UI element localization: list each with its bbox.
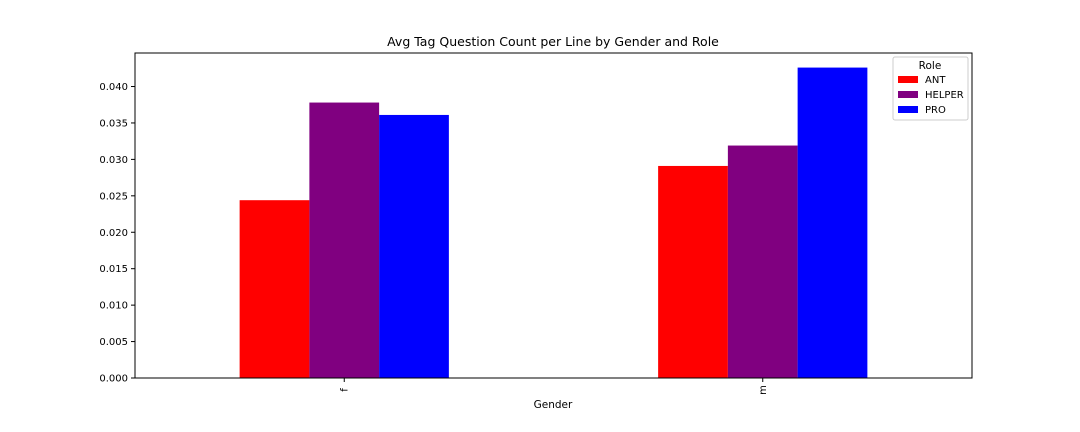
y-tick-label: 0.040 [99,82,128,93]
y-axis: 0.000 0.005 0.010 0.015 0.020 0.025 0.030 0.035… [99,82,135,385]
legend-label-ant: ANT [925,75,946,86]
y-tick-label: 0.030 [99,155,128,166]
x-tick-label-f: f [339,388,350,392]
legend-swatch-pro [898,106,918,113]
legend-swatch-ant [898,76,918,83]
y-tick-label: 0.025 [99,191,128,202]
bar-pro-f [379,114,449,379]
x-tick-label-m: m [758,385,769,395]
bar-ant-f [239,200,310,378]
bar-helper-f [309,102,380,378]
y-tick-label: 0.015 [99,264,128,275]
legend: Role ANT HELPER PRO [892,56,969,121]
legend-label-pro: PRO [925,105,946,116]
legend-label-helper: HELPER [925,90,964,101]
bar-ant-m [658,165,728,378]
bars-group [239,67,868,379]
y-tick-label: 0.005 [99,337,128,348]
y-tick-label: 0.000 [99,374,128,385]
legend-title: Role [919,60,942,72]
plot-area-frame [134,52,973,379]
chart-title: Avg Tag Question Count per Line by Gende… [387,34,719,49]
y-tick-label: 0.010 [99,301,128,312]
bar-helper-m [727,145,798,378]
legend-swatch-helper [898,91,918,98]
y-tick-label: 0.035 [99,118,128,129]
x-axis-label: Gender [534,399,573,411]
y-tick-label: 0.020 [99,228,128,239]
bar-pro-m [797,67,868,379]
legend-box [892,56,969,121]
